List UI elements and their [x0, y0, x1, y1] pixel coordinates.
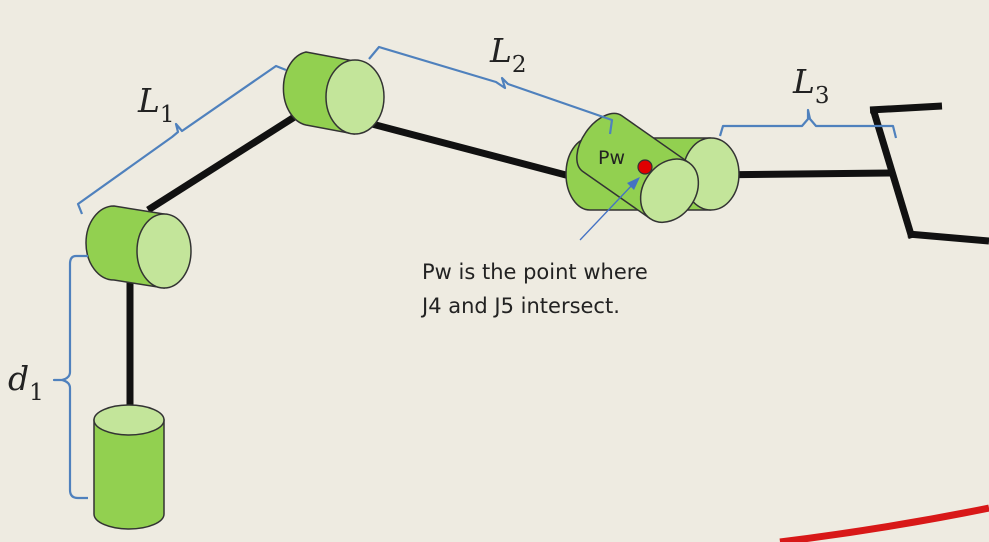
bracket-L3	[718, 108, 898, 139]
link-1	[146, 113, 298, 213]
pw-point	[637, 159, 653, 175]
joint-elbow	[282, 51, 385, 135]
label-L1: L1	[137, 81, 175, 128]
link-2	[371, 120, 601, 188]
label-L2: L2	[489, 31, 527, 78]
label-L3: L3	[792, 62, 830, 109]
joint-shoulder	[85, 205, 192, 289]
accent-line	[779, 504, 989, 542]
bracket-L2	[368, 45, 614, 135]
annotation-line-1: Pw is the point where	[422, 260, 648, 284]
pw-label: Pw	[598, 147, 625, 169]
label-d1: d1	[8, 359, 44, 406]
bracket-d1	[52, 254, 88, 500]
base-joint	[93, 404, 165, 530]
brackets	[52, 45, 898, 500]
pw-arrow	[579, 177, 640, 241]
joint-wrist-front	[576, 112, 700, 223]
bracket-L1	[76, 64, 287, 215]
gripper	[869, 102, 989, 245]
annotation-line-2: J4 and J5 intersect.	[420, 294, 620, 318]
